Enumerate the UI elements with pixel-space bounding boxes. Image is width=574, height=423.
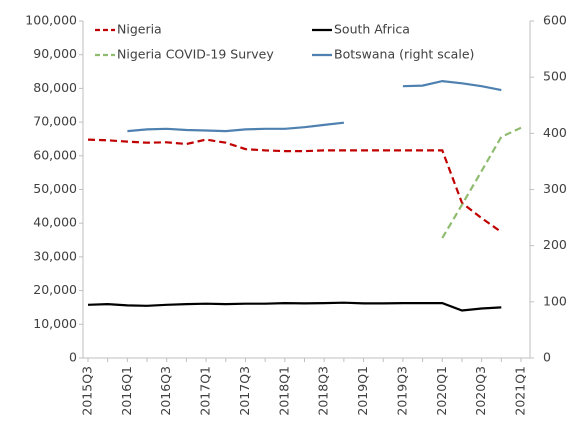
x-tick-label: 2017Q1 [198, 366, 213, 416]
y-tick-label: 100,000 [25, 13, 77, 28]
y2-tick-label: 100 [543, 293, 567, 308]
legend-label: South Africa [334, 22, 410, 37]
legend-label: Botswana (right scale) [334, 47, 474, 62]
y2-tick-label: 500 [543, 69, 567, 84]
y2-tick-label: 400 [543, 125, 567, 140]
x-tick-label: 2017Q3 [237, 366, 252, 416]
y-tick-label: 50,000 [33, 181, 77, 196]
y-tick-label: 60,000 [33, 147, 77, 162]
legend-label: Nigeria COVID-19 Survey [117, 47, 274, 62]
x-tick-label: 2018Q1 [276, 366, 291, 416]
y-tick-label: 70,000 [33, 114, 77, 129]
y2-tick-label: 300 [543, 181, 567, 196]
series-line [87, 138, 502, 233]
x-tick-label: 2020Q3 [473, 366, 488, 416]
y2-tick-label: 600 [543, 13, 567, 28]
y2-tick-label: 200 [543, 237, 567, 252]
series-line [127, 79, 502, 133]
series-line [441, 126, 522, 239]
y2-tick-label: 0 [543, 350, 551, 365]
series-line [87, 301, 502, 312]
y-tick-label: 0 [69, 350, 77, 365]
x-tick-label: 2019Q3 [394, 366, 409, 416]
x-tick-label: 2018Q3 [316, 366, 331, 416]
x-tick-label: 2020Q1 [434, 366, 449, 416]
y-tick-label: 40,000 [33, 215, 77, 230]
y-tick-label: 30,000 [33, 248, 77, 263]
legend-label: Nigeria [117, 22, 162, 37]
x-tick-label: 2016Q3 [158, 366, 173, 416]
x-tick-label: 2015Q3 [80, 366, 95, 416]
y-tick-label: 10,000 [33, 316, 77, 331]
x-tick-label: 2016Q1 [119, 366, 134, 416]
x-tick-label: 2021Q1 [513, 366, 528, 416]
y-tick-label: 90,000 [33, 46, 77, 61]
y-tick-label: 20,000 [33, 282, 77, 297]
y-tick-label: 80,000 [33, 80, 77, 95]
x-tick-label: 2019Q1 [355, 366, 370, 416]
